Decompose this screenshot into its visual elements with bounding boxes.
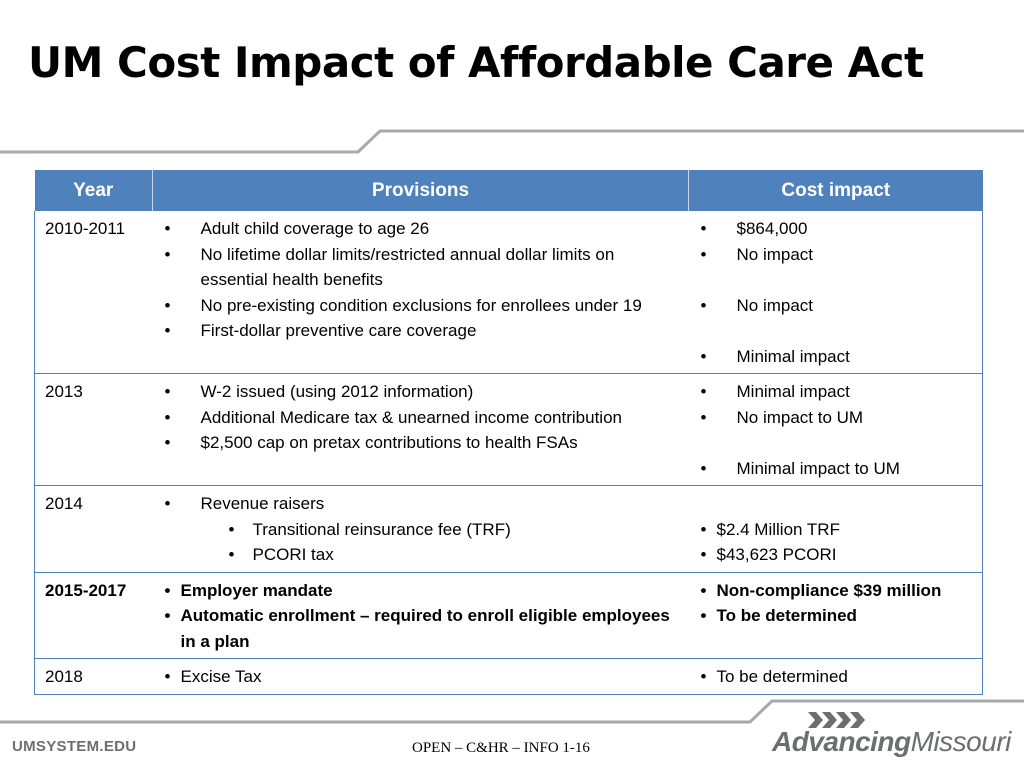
provisions-cell: Excise Tax xyxy=(152,658,689,695)
provision-item: Excise Tax xyxy=(163,664,681,690)
impact-cell: $864,000 No impact No impact Minimal imp… xyxy=(688,211,983,374)
title-divider-line xyxy=(0,129,1024,154)
impact-item: Non-compliance $39 million xyxy=(699,578,975,604)
provisions-cell: Employer mandate Automatic enrollment – … xyxy=(152,572,689,659)
impact-item: Minimal impact to UM xyxy=(699,456,975,482)
header-provisions: Provisions xyxy=(152,170,689,211)
table-row: 2015-2017 Employer mandate Automatic enr… xyxy=(34,572,983,659)
impact-item: $43,623 PCORI xyxy=(699,542,975,568)
table-row: 2013 W-2 issued (using 2012 information)… xyxy=(34,373,983,486)
impact-item: To be determined xyxy=(699,664,975,690)
impact-cell: $2.4 Million TRF $43,623 PCORI xyxy=(688,485,983,573)
table-row: 2010-2011 Adult child coverage to age 26… xyxy=(34,211,983,374)
provision-item: No lifetime dollar limits/restricted ann… xyxy=(163,242,681,293)
year-cell: 2015-2017 xyxy=(34,572,153,659)
provisions-cell: W-2 issued (using 2012 information) Addi… xyxy=(152,373,689,486)
impact-cell: Minimal impact No impact to UM Minimal i… xyxy=(688,373,983,486)
provision-item: Additional Medicare tax & unearned incom… xyxy=(163,405,681,431)
table-header-row: Year Provisions Cost impact xyxy=(34,170,983,211)
provision-item: Employer mandate xyxy=(163,578,681,604)
provision-item: $2,500 cap on pretax contributions to he… xyxy=(163,430,681,456)
provision-item: First-dollar preventive care coverage xyxy=(163,318,681,344)
sub-provision-item: PCORI tax xyxy=(201,542,681,568)
provisions-cell: Revenue raisers Transitional reinsurance… xyxy=(152,485,689,573)
year-cell: 2018 xyxy=(34,658,153,695)
impact-item: $864,000 xyxy=(699,216,975,242)
header-year: Year xyxy=(34,170,153,211)
year-cell: 2010-2011 xyxy=(34,211,153,374)
footer-website: UMSYSTEM.EDU xyxy=(12,738,137,755)
impact-cell: To be determined xyxy=(688,658,983,695)
provisions-cell: Adult child coverage to age 26 No lifeti… xyxy=(152,211,689,374)
logo-word-advancing: Advancing xyxy=(772,726,911,757)
chevron-logo-icon xyxy=(808,712,865,728)
provision-item-label: Revenue raisers xyxy=(200,494,325,513)
impact-item: $2.4 Million TRF xyxy=(699,517,975,543)
year-cell: 2013 xyxy=(34,373,153,486)
impact-item: No impact to UM xyxy=(699,405,975,431)
provision-item: Automatic enrollment – required to enrol… xyxy=(163,603,681,654)
provision-item: W-2 issued (using 2012 information) xyxy=(163,379,681,405)
footer-classification: OPEN – C&HR – INFO 1-16 xyxy=(412,740,590,756)
impact-item: Minimal impact xyxy=(699,344,975,370)
year-cell: 2014 xyxy=(34,485,153,573)
impact-cell: Non-compliance $39 million To be determi… xyxy=(688,572,983,659)
aca-cost-table: Year Provisions Cost impact 2010-2011 Ad… xyxy=(34,170,983,695)
impact-item: Minimal impact xyxy=(699,379,975,405)
provision-item: Adult child coverage to age 26 xyxy=(163,216,681,242)
logo-word-missouri: Missouri xyxy=(910,726,1012,757)
slide-title: UM Cost Impact of Affordable Care Act xyxy=(28,38,924,87)
impact-item: No impact xyxy=(699,242,975,268)
advancing-missouri-logo: AdvancingMissouri xyxy=(772,726,1011,758)
table-row: 2018 Excise Tax To be determined xyxy=(34,658,983,695)
sub-provision-item: Transitional reinsurance fee (TRF) xyxy=(201,517,681,543)
provision-item: Revenue raisers Transitional reinsurance… xyxy=(163,491,681,568)
provision-item: No pre-existing condition exclusions for… xyxy=(163,293,681,319)
table-row: 2014 Revenue raisers Transitional reinsu… xyxy=(34,485,983,573)
header-cost-impact: Cost impact xyxy=(688,170,983,211)
impact-item: To be determined xyxy=(699,603,975,629)
impact-item: No impact xyxy=(699,293,975,319)
